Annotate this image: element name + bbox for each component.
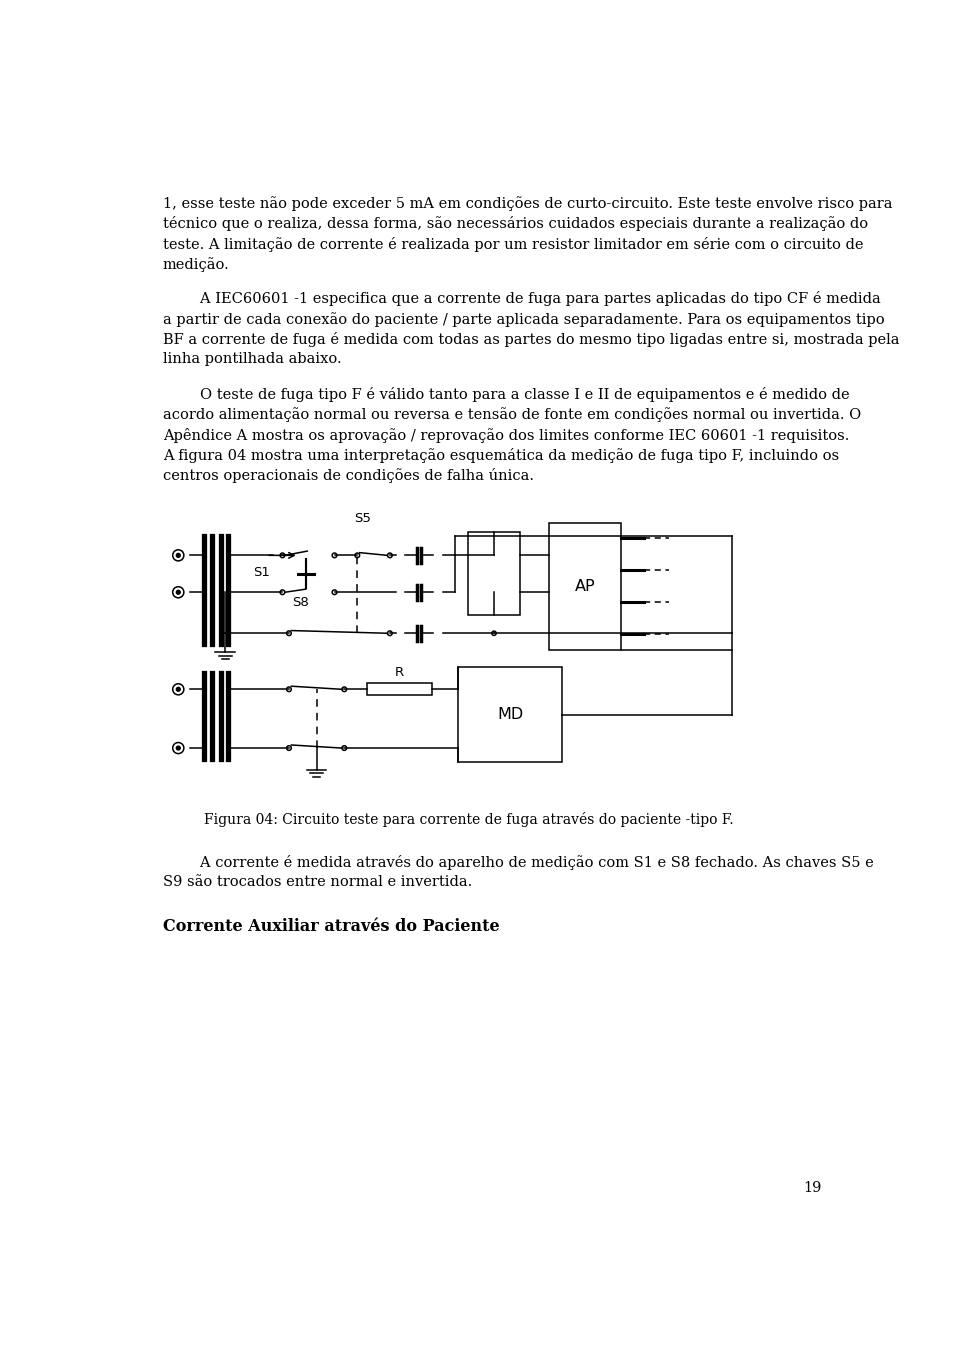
Circle shape	[177, 553, 180, 557]
Text: S8: S8	[292, 595, 309, 609]
Text: S1: S1	[253, 565, 270, 579]
Text: BF a corrente de fuga é medida com todas as partes do mesmo tipo ligadas entre s: BF a corrente de fuga é medida com todas…	[162, 332, 900, 347]
Text: medição.: medição.	[162, 257, 229, 272]
Circle shape	[177, 746, 180, 750]
Text: S9 são trocados entre normal e invertida.: S9 são trocados entre normal e invertida…	[162, 874, 472, 889]
Text: A figura 04 mostra uma interpretação esquemática da medição de fuga tipo F, incl: A figura 04 mostra uma interpretação esq…	[162, 448, 839, 463]
Text: a partir de cada conexão do paciente / parte aplicada separadamente. Para os equ: a partir de cada conexão do paciente / p…	[162, 312, 884, 327]
Circle shape	[177, 688, 180, 692]
Text: 1, esse teste não pode exceder 5 mA em condições de curto-circuito. Este teste e: 1, esse teste não pode exceder 5 mA em c…	[162, 196, 892, 211]
Text: Corrente Auxiliar através do Paciente: Corrente Auxiliar através do Paciente	[162, 918, 499, 936]
Text: O teste de fuga tipo F é válido tanto para a classe I e II de equipamentos e é m: O teste de fuga tipo F é válido tanto pa…	[162, 387, 850, 402]
Text: A corrente é medida através do aparelho de medição com S1 e S8 fechado. As chave: A corrente é medida através do aparelho …	[162, 854, 874, 869]
Text: linha pontilhada abaixo.: linha pontilhada abaixo.	[162, 353, 341, 366]
Text: teste. A limitação de corrente é realizada por um resistor limitador em série co: teste. A limitação de corrente é realiza…	[162, 237, 863, 252]
Text: A IEC60601 -1 especifica que a corrente de fuga para partes aplicadas do tipo CF: A IEC60601 -1 especifica que a corrente …	[162, 291, 880, 306]
Circle shape	[177, 590, 180, 594]
Text: MD: MD	[497, 707, 523, 722]
Text: técnico que o realiza, dessa forma, são necessários cuidados especiais durante a: técnico que o realiza, dessa forma, são …	[162, 217, 868, 232]
Text: S5: S5	[354, 512, 371, 526]
Text: Figura 04: Circuito teste para corrente de fuga através do paciente -tipo F.: Figura 04: Circuito teste para corrente …	[204, 812, 734, 827]
Bar	[549, 523, 621, 650]
Bar	[458, 667, 563, 761]
Text: AP: AP	[575, 579, 595, 594]
Text: centros operacionais de condições de falha única.: centros operacionais de condições de fal…	[162, 469, 534, 484]
Text: R: R	[396, 666, 404, 680]
Text: Apêndice A mostra os aprovação / reprovação dos limites conforme IEC 60601 -1 re: Apêndice A mostra os aprovação / reprova…	[162, 428, 849, 443]
Text: acordo alimentação normal ou reversa e tensão de fonte em condições normal ou in: acordo alimentação normal ou reversa e t…	[162, 407, 861, 422]
Bar	[468, 533, 520, 616]
Bar	[367, 684, 432, 695]
Text: 19: 19	[803, 1181, 822, 1196]
